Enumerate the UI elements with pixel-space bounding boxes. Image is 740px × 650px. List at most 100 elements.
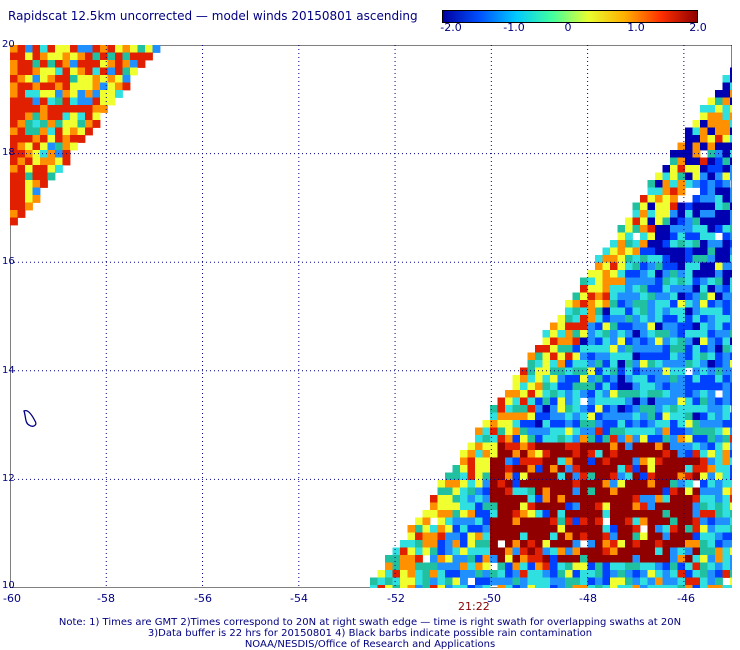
swath-cell — [670, 337, 678, 346]
swath-cell — [670, 255, 678, 263]
swath-cell — [572, 532, 581, 541]
swath-cell — [617, 562, 626, 571]
swath-cell — [512, 442, 521, 451]
swath-cell — [670, 202, 678, 211]
swath-cell — [640, 465, 648, 473]
swath-cell — [610, 480, 618, 488]
swath-cell — [722, 510, 731, 518]
swath-cell — [670, 165, 678, 173]
swath-cell — [677, 262, 686, 271]
swath-cell — [445, 570, 453, 578]
swath-cell — [692, 525, 701, 533]
swath-cell — [707, 180, 716, 188]
swath-cell — [617, 232, 626, 241]
swath-cell — [565, 457, 573, 466]
lat-label: 18 — [2, 147, 15, 158]
swath-cell — [677, 217, 686, 226]
swath-cell — [550, 495, 558, 503]
swath-cell — [685, 352, 693, 361]
lat-label: 12 — [2, 473, 15, 484]
swath-cell — [640, 585, 648, 588]
swath-cell — [722, 502, 731, 511]
swath-cell — [77, 127, 86, 136]
swath-cell — [587, 427, 596, 436]
wind-difference-map — [10, 45, 732, 588]
swath-cell — [400, 577, 408, 586]
swath-cell — [632, 532, 641, 541]
swath-cell — [580, 435, 588, 443]
swath-cell — [700, 180, 708, 188]
swath-cell — [85, 105, 93, 113]
swath-cell — [647, 442, 656, 451]
swath-cell — [640, 435, 648, 443]
swath-cell — [677, 562, 686, 571]
swath-cell — [10, 112, 18, 121]
swath-cell — [640, 352, 648, 361]
swath-cell — [437, 487, 446, 496]
swath-cell — [115, 82, 123, 91]
swath-cell — [700, 495, 708, 503]
swath-cell — [617, 450, 626, 458]
swath-cell — [445, 562, 453, 571]
swath-cell — [107, 60, 116, 68]
swath-cell — [677, 412, 686, 421]
swath-cell — [55, 97, 63, 106]
swath-cell — [557, 330, 566, 338]
swath-cell — [677, 270, 686, 278]
swath-cell — [670, 345, 678, 353]
swath-cell — [557, 315, 566, 323]
swath-cell — [47, 90, 56, 98]
swath-cell — [430, 510, 438, 518]
swath-cell — [557, 412, 566, 421]
swath-cell — [550, 480, 558, 488]
swath-cell — [662, 225, 671, 233]
swath-cell — [692, 262, 701, 271]
swath-cell — [632, 382, 641, 391]
swath-cell — [505, 585, 513, 588]
swath-cell — [520, 465, 528, 473]
swath-cell — [482, 562, 491, 571]
swath-cell — [700, 517, 708, 526]
swath-cell — [557, 337, 566, 346]
swath-cell — [482, 457, 491, 466]
swath-cell — [527, 375, 536, 383]
swath-cell — [32, 45, 41, 53]
swath-cell — [685, 255, 693, 263]
swath-cell — [415, 585, 423, 588]
swath-cell — [625, 435, 633, 443]
swath-cell — [445, 495, 453, 503]
swath-cell — [460, 532, 468, 541]
swath-cell — [677, 165, 686, 173]
swath-cell — [482, 502, 491, 511]
swath-cell — [730, 232, 732, 241]
swath-cell — [572, 472, 581, 481]
swath-cell — [707, 247, 716, 256]
swath-cell — [602, 322, 611, 331]
swath-cell — [647, 562, 656, 571]
swath-cell — [692, 345, 701, 353]
swath-cell — [587, 352, 596, 361]
swath-cell — [535, 555, 543, 563]
swath-cell — [707, 382, 716, 391]
swath-cell — [527, 397, 536, 406]
swath-cell — [115, 67, 123, 76]
swath-cell — [512, 562, 521, 571]
swath-cell — [550, 465, 558, 473]
swath-cell — [700, 555, 708, 563]
swath-cell — [460, 457, 468, 466]
swath-cell — [565, 555, 573, 563]
swath-cell — [17, 112, 26, 121]
swath-cell — [100, 75, 108, 83]
swath-cell — [32, 157, 41, 166]
swath-cell — [722, 427, 731, 436]
swath-cell — [722, 495, 731, 503]
swath-cell — [512, 457, 521, 466]
swath-cell — [542, 375, 551, 383]
swath-cell — [452, 562, 461, 571]
swath-cell — [707, 142, 716, 151]
swath-cell — [700, 585, 708, 588]
swath-cell — [475, 532, 483, 541]
swath-cell — [610, 322, 618, 331]
swath-cell — [625, 585, 633, 588]
swath-cell — [595, 577, 603, 586]
